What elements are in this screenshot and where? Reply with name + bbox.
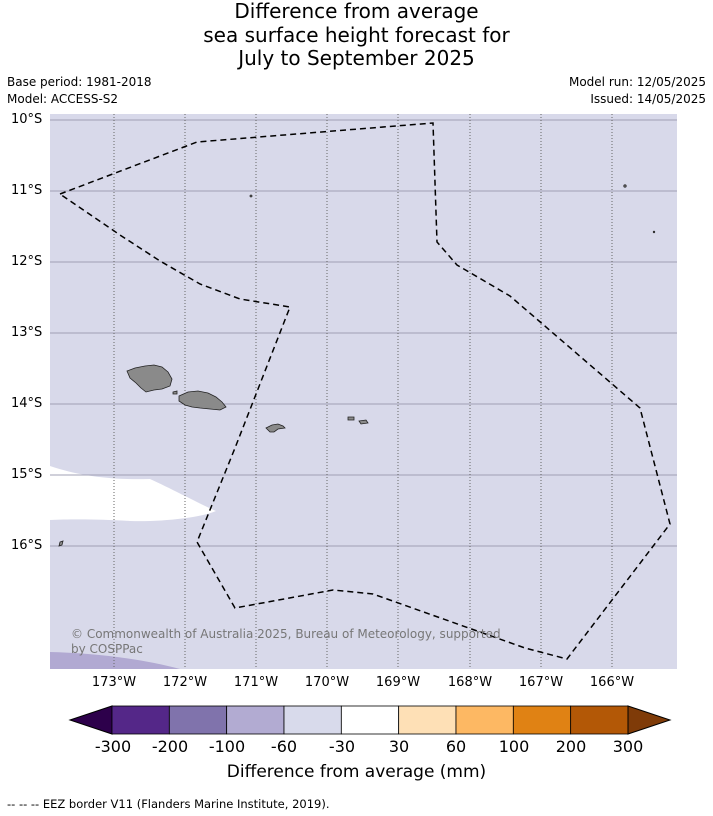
colorbar-tick-5: 30 bbox=[388, 737, 410, 756]
sea-surface-height-map bbox=[50, 114, 677, 669]
land-masses bbox=[58, 184, 656, 547]
lat-label-15s: 15°S bbox=[11, 467, 43, 482]
model-run: Model run: 12/05/2025 bbox=[568, 75, 706, 89]
low-anomaly-region bbox=[50, 652, 180, 669]
anomaly-background-region bbox=[50, 114, 677, 669]
colorbar-segment-7 bbox=[512, 705, 572, 735]
lon-label-172w: 172°W bbox=[162, 675, 208, 690]
island-upolu bbox=[178, 390, 227, 411]
copyright-line-2: by COSPPac bbox=[71, 641, 143, 656]
colorbar-segment-6 bbox=[455, 705, 514, 735]
colorbar-segment-8 bbox=[570, 705, 629, 735]
colorbar-segment-2 bbox=[226, 705, 285, 735]
lon-label-170w: 170°W bbox=[304, 675, 350, 690]
colorbar-tick-8: 200 bbox=[555, 737, 587, 756]
colorbar-extend-high bbox=[627, 705, 672, 735]
colorbar-tick-9: 300 bbox=[612, 737, 644, 756]
eez-border bbox=[58, 122, 671, 660]
island-atoll-2 bbox=[652, 230, 656, 234]
lat-label-10s: 10°S bbox=[11, 112, 43, 127]
lat-label-12s: 12°S bbox=[11, 254, 43, 269]
copyright-line-1: © Commonwealth of Australia 2025, Bureau… bbox=[71, 627, 501, 641]
colorbar-segments bbox=[111, 705, 629, 735]
colorbar-segment-3 bbox=[283, 705, 342, 735]
title-line-3: July to September 2025 bbox=[238, 46, 475, 70]
neutral-anomaly-region bbox=[50, 466, 216, 522]
model-name: Model: ACCESS-S2 bbox=[7, 92, 119, 106]
colorbar-tick-1: -200 bbox=[151, 737, 189, 756]
colorbar-extend-low bbox=[68, 705, 113, 735]
chart-title: Difference from average sea surface heig… bbox=[0, 0, 713, 71]
title-line-2: sea surface height forecast for bbox=[203, 22, 510, 47]
colorbar-segment-5 bbox=[398, 705, 457, 735]
colorbar-tick-4: -30 bbox=[328, 737, 356, 756]
lat-label-14s: 14°S bbox=[11, 396, 43, 411]
island-manono bbox=[172, 390, 178, 395]
base-period: Base period: 1981-2018 bbox=[7, 75, 152, 89]
island-tau bbox=[358, 419, 369, 425]
meta-left: Base period: 1981-2018 Model: ACCESS-S2 bbox=[7, 74, 152, 108]
colorbar-segment-1 bbox=[168, 705, 228, 735]
colorbar-tick-6: 60 bbox=[445, 737, 467, 756]
issued-date: Issued: 14/05/2025 bbox=[590, 92, 706, 106]
island-swains bbox=[249, 194, 253, 198]
colorbar-tick-0: -300 bbox=[94, 737, 132, 756]
island-tutuila bbox=[265, 423, 286, 433]
colorbar-segment-0 bbox=[111, 705, 170, 735]
island-ofu bbox=[347, 416, 355, 421]
colorbar-tick-7: 100 bbox=[498, 737, 530, 756]
title-line-1: Difference from average bbox=[234, 0, 479, 23]
latitude-gridlines bbox=[50, 119, 677, 547]
meta-right: Model run: 12/05/2025 Issued: 14/05/2025 bbox=[569, 74, 706, 108]
island-atoll-1 bbox=[623, 184, 627, 188]
lat-label-16s: 16°S bbox=[11, 538, 43, 553]
island-savaii bbox=[126, 364, 173, 393]
colorbar-title: Difference from average (mm) bbox=[226, 762, 487, 782]
colorbar-segment-4 bbox=[340, 705, 400, 735]
lat-label-11s: 11°S bbox=[11, 183, 43, 198]
lon-label-168w: 168°W bbox=[447, 675, 493, 690]
lat-label-13s: 13°S bbox=[11, 325, 43, 340]
copyright-note: © Commonwealth of Australia 2025, Bureau… bbox=[71, 627, 501, 656]
island-wallis bbox=[58, 540, 64, 547]
colorbar bbox=[68, 705, 672, 735]
colorbar-tick-3: -60 bbox=[270, 737, 298, 756]
colorbar-tick-2: -100 bbox=[208, 737, 246, 756]
lon-label-173w: 173°W bbox=[91, 675, 137, 690]
lon-label-167w: 167°W bbox=[518, 675, 564, 690]
longitude-gridlines bbox=[113, 114, 613, 669]
lon-label-171w: 171°W bbox=[233, 675, 279, 690]
lon-label-166w: 166°W bbox=[589, 675, 635, 690]
lon-label-169w: 169°W bbox=[375, 675, 421, 690]
eez-footnote: -- -- -- EEZ border V11 (Flanders Marine… bbox=[7, 797, 330, 811]
